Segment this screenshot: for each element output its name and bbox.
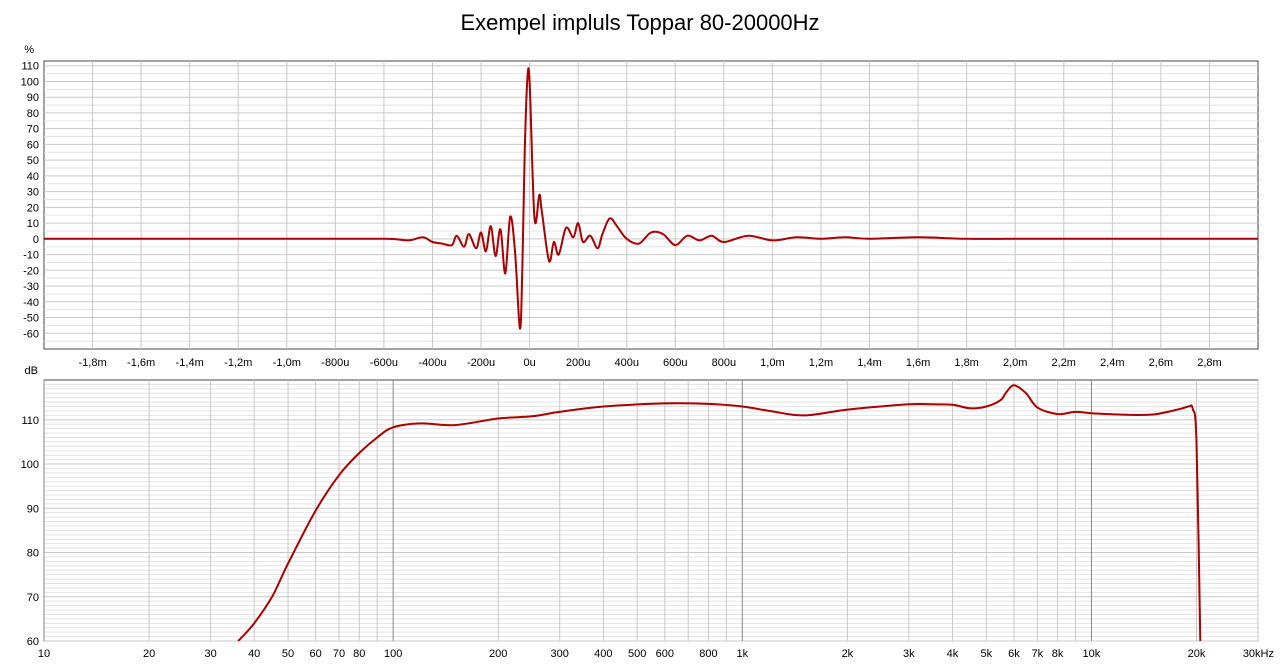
impulse-x-tick-label: -1,4m bbox=[176, 357, 204, 369]
impulse-y-tick-label: -30 bbox=[23, 281, 39, 293]
frequency-x-tick-label: 8k bbox=[1052, 648, 1064, 660]
impulse-x-tick-label: 2,0m bbox=[1003, 357, 1027, 369]
frequency-x-ticks: 10 20 30 40 50 60 70 80 100 200 300 400 500 600 800 1k 2… bbox=[38, 648, 1274, 660]
frequency-y-tick-label: 60 bbox=[27, 636, 39, 648]
impulse-x-tick-label: 1,4m bbox=[857, 357, 881, 369]
impulse-x-ticks: -1,8m -1,6m -1,4m -1,2m -1,0m -800u -600u -400u… bbox=[78, 357, 1221, 369]
frequency-y-ticks: 110 100 90 80 70 60 bbox=[21, 415, 39, 648]
frequency-x-tick-label: 300 bbox=[551, 648, 569, 660]
impulse-x-tick-label: -400u bbox=[418, 357, 446, 369]
impulse-y-tick-label: -10 bbox=[23, 250, 39, 262]
impulse-x-tick-label: 0u bbox=[523, 357, 535, 369]
impulse-panel: 1101009080706050403020100-10-20-30-40-50… bbox=[21, 44, 1259, 369]
impulse-x-tick-label: 1,0m bbox=[760, 357, 784, 369]
chart-title: Exempel impluls Toppar 80-20000Hz bbox=[460, 10, 820, 35]
impulse-y-tick-label: -60 bbox=[23, 328, 39, 340]
frequency-x-tick-label: 80 bbox=[353, 648, 365, 660]
impulse-y-tick-label: 10 bbox=[27, 218, 39, 230]
frequency-x-tick-label: 30 bbox=[204, 648, 216, 660]
impulse-y-tick-label: -50 bbox=[23, 313, 39, 325]
frequency-grid bbox=[43, 380, 1259, 642]
frequency-x-tick-label: 500 bbox=[628, 648, 646, 660]
impulse-grid bbox=[44, 61, 1258, 349]
frequency-x-tick-label: 20 bbox=[143, 648, 155, 660]
impulse-x-tick-label: -1,6m bbox=[127, 357, 155, 369]
frequency-series-line bbox=[237, 384, 1202, 642]
frequency-x-tick-label: 5k bbox=[981, 648, 993, 660]
impulse-y-tick-label: 70 bbox=[27, 124, 39, 136]
impulse-x-tick-label: 2,8m bbox=[1197, 357, 1221, 369]
frequency-x-tick-label: 30kHz bbox=[1243, 648, 1274, 660]
impulse-y-tick-label: 40 bbox=[27, 171, 39, 183]
frequency-x-tick-label: 40 bbox=[248, 648, 260, 660]
impulse-y-tick-label: -40 bbox=[23, 297, 39, 309]
frequency-x-tick-label: 6k bbox=[1008, 648, 1020, 660]
frequency-y-tick-label: 80 bbox=[27, 548, 39, 560]
impulse-x-tick-label: 2,6m bbox=[1149, 357, 1173, 369]
frequency-x-tick-label: 7k bbox=[1032, 648, 1044, 660]
frequency-x-tick-label: 600 bbox=[656, 648, 674, 660]
frequency-x-tick-label: 800 bbox=[699, 648, 717, 660]
frequency-x-tick-label: 400 bbox=[594, 648, 612, 660]
frequency-y-axis-label: dB bbox=[25, 365, 38, 377]
frequency-x-tick-label: 70 bbox=[333, 648, 345, 660]
impulse-x-tick-label: 1,2m bbox=[809, 357, 833, 369]
impulse-x-tick-label: 200u bbox=[566, 357, 590, 369]
impulse-plot-frame bbox=[43, 60, 1259, 350]
frequency-x-tick-label: 50 bbox=[282, 648, 294, 660]
impulse-y-tick-label: 100 bbox=[21, 76, 39, 88]
impulse-x-tick-label: -1,0m bbox=[273, 357, 301, 369]
impulse-y-ticks: 1101009080706050403020100-10-20-30-40-50… bbox=[21, 61, 39, 341]
impulse-x-tick-label: 1,8m bbox=[954, 357, 978, 369]
impulse-y-tick-label: 50 bbox=[27, 155, 39, 167]
impulse-y-tick-label: 60 bbox=[27, 139, 39, 151]
impulse-y-tick-label: -20 bbox=[23, 265, 39, 277]
impulse-x-tick-label: -800u bbox=[321, 357, 349, 369]
impulse-x-tick-label: 400u bbox=[614, 357, 638, 369]
impulse-x-tick-label: -200u bbox=[467, 357, 495, 369]
frequency-y-tick-label: 70 bbox=[27, 592, 39, 604]
impulse-y-tick-label: 80 bbox=[27, 108, 39, 120]
impulse-y-axis-label: % bbox=[24, 44, 34, 56]
impulse-x-tick-label: -1,2m bbox=[224, 357, 252, 369]
impulse-x-tick-label: -1,8m bbox=[78, 357, 106, 369]
frequency-x-tick-label: 10k bbox=[1083, 648, 1101, 660]
impulse-y-tick-label: 20 bbox=[27, 202, 39, 214]
impulse-y-tick-label: 110 bbox=[21, 61, 39, 73]
frequency-x-tick-label: 100 bbox=[384, 648, 402, 660]
frequency-y-tick-label: 100 bbox=[21, 459, 39, 471]
impulse-x-tick-label: -600u bbox=[370, 357, 398, 369]
impulse-x-tick-label: 600u bbox=[663, 357, 687, 369]
frequency-x-tick-label: 4k bbox=[947, 648, 959, 660]
impulse-y-tick-label: 30 bbox=[27, 187, 39, 199]
impulse-y-tick-label: 90 bbox=[27, 92, 39, 104]
frequency-x-tick-label: 200 bbox=[489, 648, 507, 660]
impulse-x-tick-label: 2,4m bbox=[1100, 357, 1124, 369]
impulse-x-tick-label: 2,2m bbox=[1052, 357, 1076, 369]
impulse-x-tick-label: 1,6m bbox=[906, 357, 930, 369]
frequency-y-tick-label: 90 bbox=[27, 503, 39, 515]
frequency-x-tick-label: 1k bbox=[736, 648, 748, 660]
frequency-panel: 110 100 90 80 70 60 10 20 30 40 50 60 70 80 100 200 300… bbox=[21, 365, 1274, 660]
frequency-y-tick-label: 110 bbox=[21, 415, 39, 427]
impulse-series-line bbox=[44, 67, 1258, 330]
frequency-plot-frame bbox=[43, 379, 1259, 642]
frequency-x-tick-label: 10 bbox=[38, 648, 50, 660]
frequency-x-tick-label: 20k bbox=[1188, 648, 1206, 660]
frequency-x-tick-label: 2k bbox=[842, 648, 854, 660]
frequency-x-tick-label: 60 bbox=[310, 648, 322, 660]
impulse-x-tick-label: 800u bbox=[712, 357, 736, 369]
impulse-y-tick-label: 0 bbox=[33, 234, 39, 246]
frequency-x-tick-label: 3k bbox=[903, 648, 915, 660]
